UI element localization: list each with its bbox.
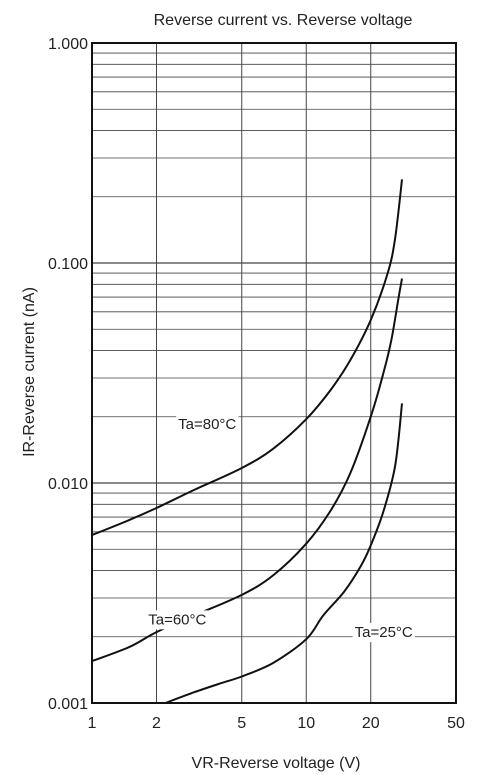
tick-labels: 1 2 5 10 20 50 0.001 0.010 0.100 1.000 (48, 36, 465, 732)
y-tick-label: 0.010 (48, 476, 88, 493)
chart-title: Reverse current vs. Reverse voltage (154, 12, 413, 29)
x-tick-label: 2 (152, 715, 161, 732)
x-axis-label: VR-Reverse voltage (V) (192, 755, 361, 772)
y-tick-label: 0.100 (48, 256, 88, 273)
annotation-background (352, 623, 415, 643)
x-tick-label: 50 (447, 715, 465, 732)
annotation-ta-25: Ta=25°C (355, 624, 413, 641)
annotation-background (176, 415, 239, 435)
curve-ta-60 (91, 278, 403, 663)
plot-frame (91, 42, 457, 704)
curve-ta-25 (165, 403, 403, 704)
x-tick-label: 20 (362, 715, 380, 732)
curve-ta-80 (91, 179, 403, 536)
annotation-background (146, 610, 209, 630)
annotation-ta-80: Ta=80°C (178, 416, 236, 433)
y-tick-label: 1.000 (48, 36, 88, 53)
x-tick-label: 10 (297, 715, 315, 732)
x-tick-label: 5 (237, 715, 246, 732)
y-tick-label: 0.001 (48, 696, 88, 713)
y-axis-label: IR-Reverse current (nA) (21, 287, 38, 457)
annotation-ta-60: Ta=60°C (148, 611, 206, 628)
curve-annotations: Ta=80°C Ta=60°C Ta=25°C (146, 415, 415, 643)
x-tick-label: 1 (88, 715, 97, 732)
series-lines (91, 179, 403, 704)
